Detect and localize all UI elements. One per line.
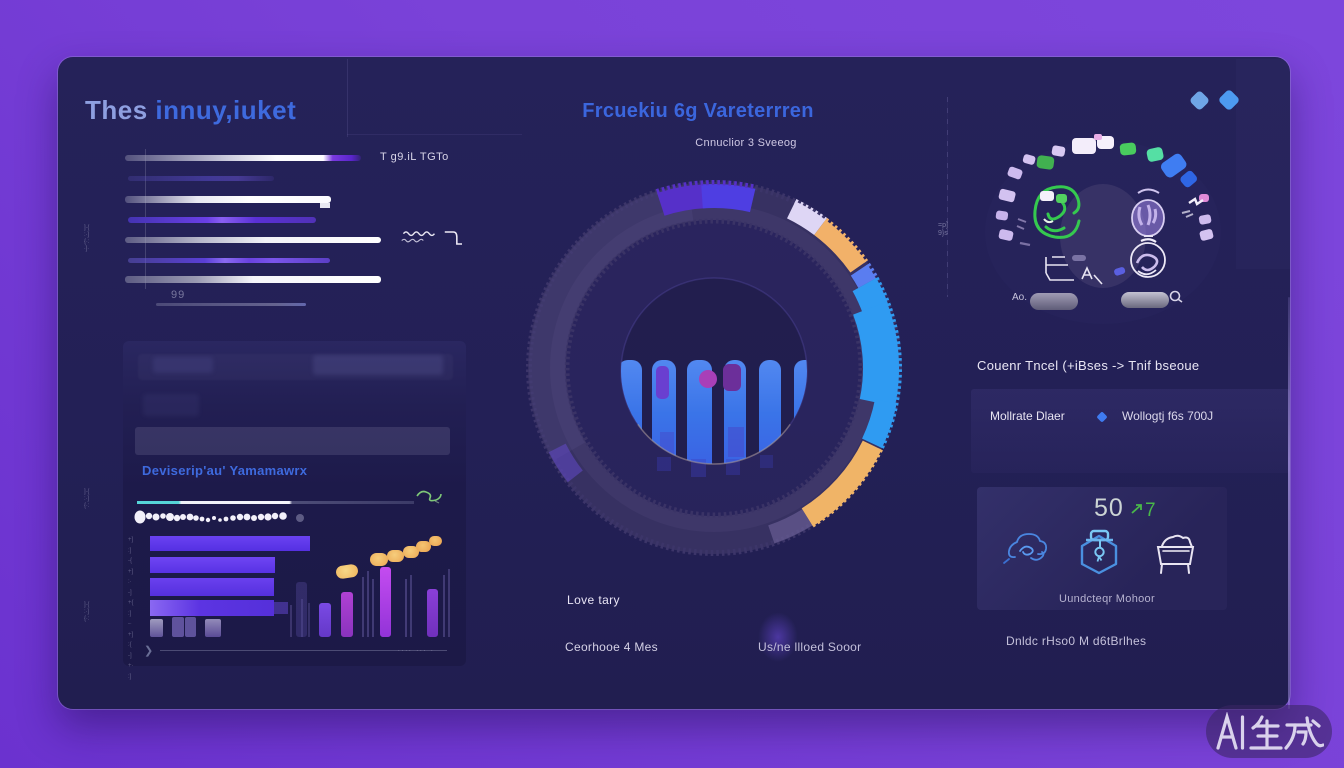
- svg-text:7: 7: [1145, 500, 1156, 519]
